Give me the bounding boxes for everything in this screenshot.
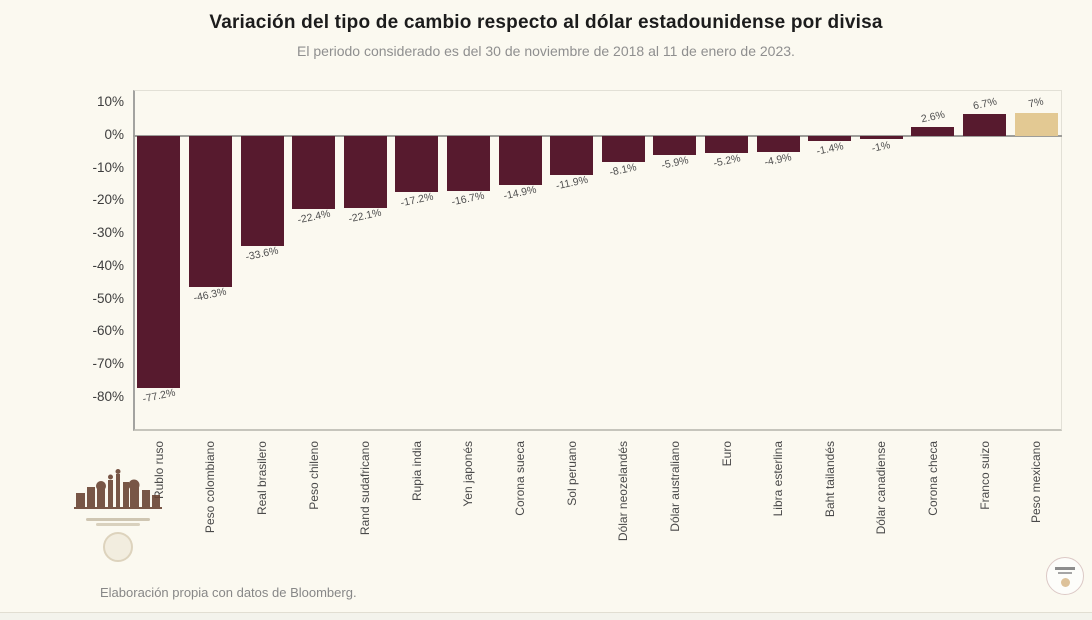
x-axis-label: Corona checa [925, 441, 940, 516]
y-axis-tick-label: 0% [104, 127, 124, 142]
chart-title: Variación del tipo de cambio respecto al… [209, 12, 883, 33]
zero-baseline [133, 135, 1062, 137]
x-axis-label: Libra esterlina [771, 441, 786, 517]
x-axis-label: Dólar australiano [667, 441, 682, 532]
chart-bar [808, 136, 852, 141]
y-axis-tick-label: 10% [96, 94, 124, 110]
x-axis-label: Peso mexicano [1029, 441, 1044, 524]
seal-text-line [1058, 572, 1072, 574]
x-axis-label: Corona sueca [513, 441, 528, 516]
x-axis-label: Yen japonés [461, 441, 476, 507]
logo-caption-line [86, 518, 150, 521]
y-axis-tick-label: -60% [92, 323, 124, 339]
bottom-strip [0, 612, 1092, 620]
y-axis-tick-label: -10% [92, 159, 124, 175]
plot-area [133, 90, 1062, 431]
chart-bar [446, 136, 490, 191]
chart-bar [550, 136, 594, 175]
chart-bar [395, 136, 439, 193]
y-axis-tick-label: -20% [92, 192, 124, 208]
chart-bar [859, 136, 903, 140]
y-axis-tick-label: -40% [92, 257, 124, 273]
x-axis-label: Real brasilero [255, 441, 270, 516]
chart-subtitle: El periodo considerado es del 30 de novi… [297, 43, 795, 59]
chart-bar [601, 136, 645, 163]
circular-seal-icon [1046, 557, 1084, 595]
x-axis-label: Baht tailandés [822, 441, 837, 518]
seal-dot [1060, 578, 1070, 587]
logo-caption-line [96, 523, 140, 526]
chart-bar [137, 136, 181, 389]
chart-bar [188, 136, 232, 288]
source-note: Elaboración propia con datos de Bloomber… [100, 585, 357, 600]
chart-bar [911, 127, 955, 136]
pale-seal-icon [103, 532, 133, 562]
x-axis-label: Rupia india [409, 441, 424, 502]
x-axis-label: Sol peruano [564, 441, 579, 506]
chart-bar [756, 136, 800, 153]
chart-bar [240, 136, 284, 246]
x-axis-label: Euro [719, 441, 734, 467]
y-axis-tick-label: -50% [92, 290, 124, 306]
x-axis-label: Peso chileno [306, 441, 321, 510]
x-axis-label: Dólar neozelandés [616, 441, 631, 542]
seal-text-line [1055, 567, 1075, 570]
y-axis-tick-label: -70% [92, 355, 124, 371]
government-logo [70, 466, 166, 562]
x-axis-label: Peso colombiano [203, 441, 218, 534]
chart-bar [292, 136, 336, 210]
y-axis-tick-label: -80% [92, 388, 124, 404]
chart-bar [343, 136, 387, 209]
x-axis-label: Franco suizo [977, 441, 992, 510]
y-axis-tick-label: -30% [92, 225, 124, 241]
chart-bar [705, 136, 749, 153]
chart-bar [963, 114, 1007, 136]
x-axis-label: Rand sudafricano [358, 441, 373, 536]
government-monuments-icon [74, 469, 162, 509]
chart-bar [653, 136, 697, 156]
chart-bar [498, 136, 542, 185]
chart-bar [1014, 113, 1058, 136]
x-axis-label: Dólar canadiense [874, 441, 889, 535]
